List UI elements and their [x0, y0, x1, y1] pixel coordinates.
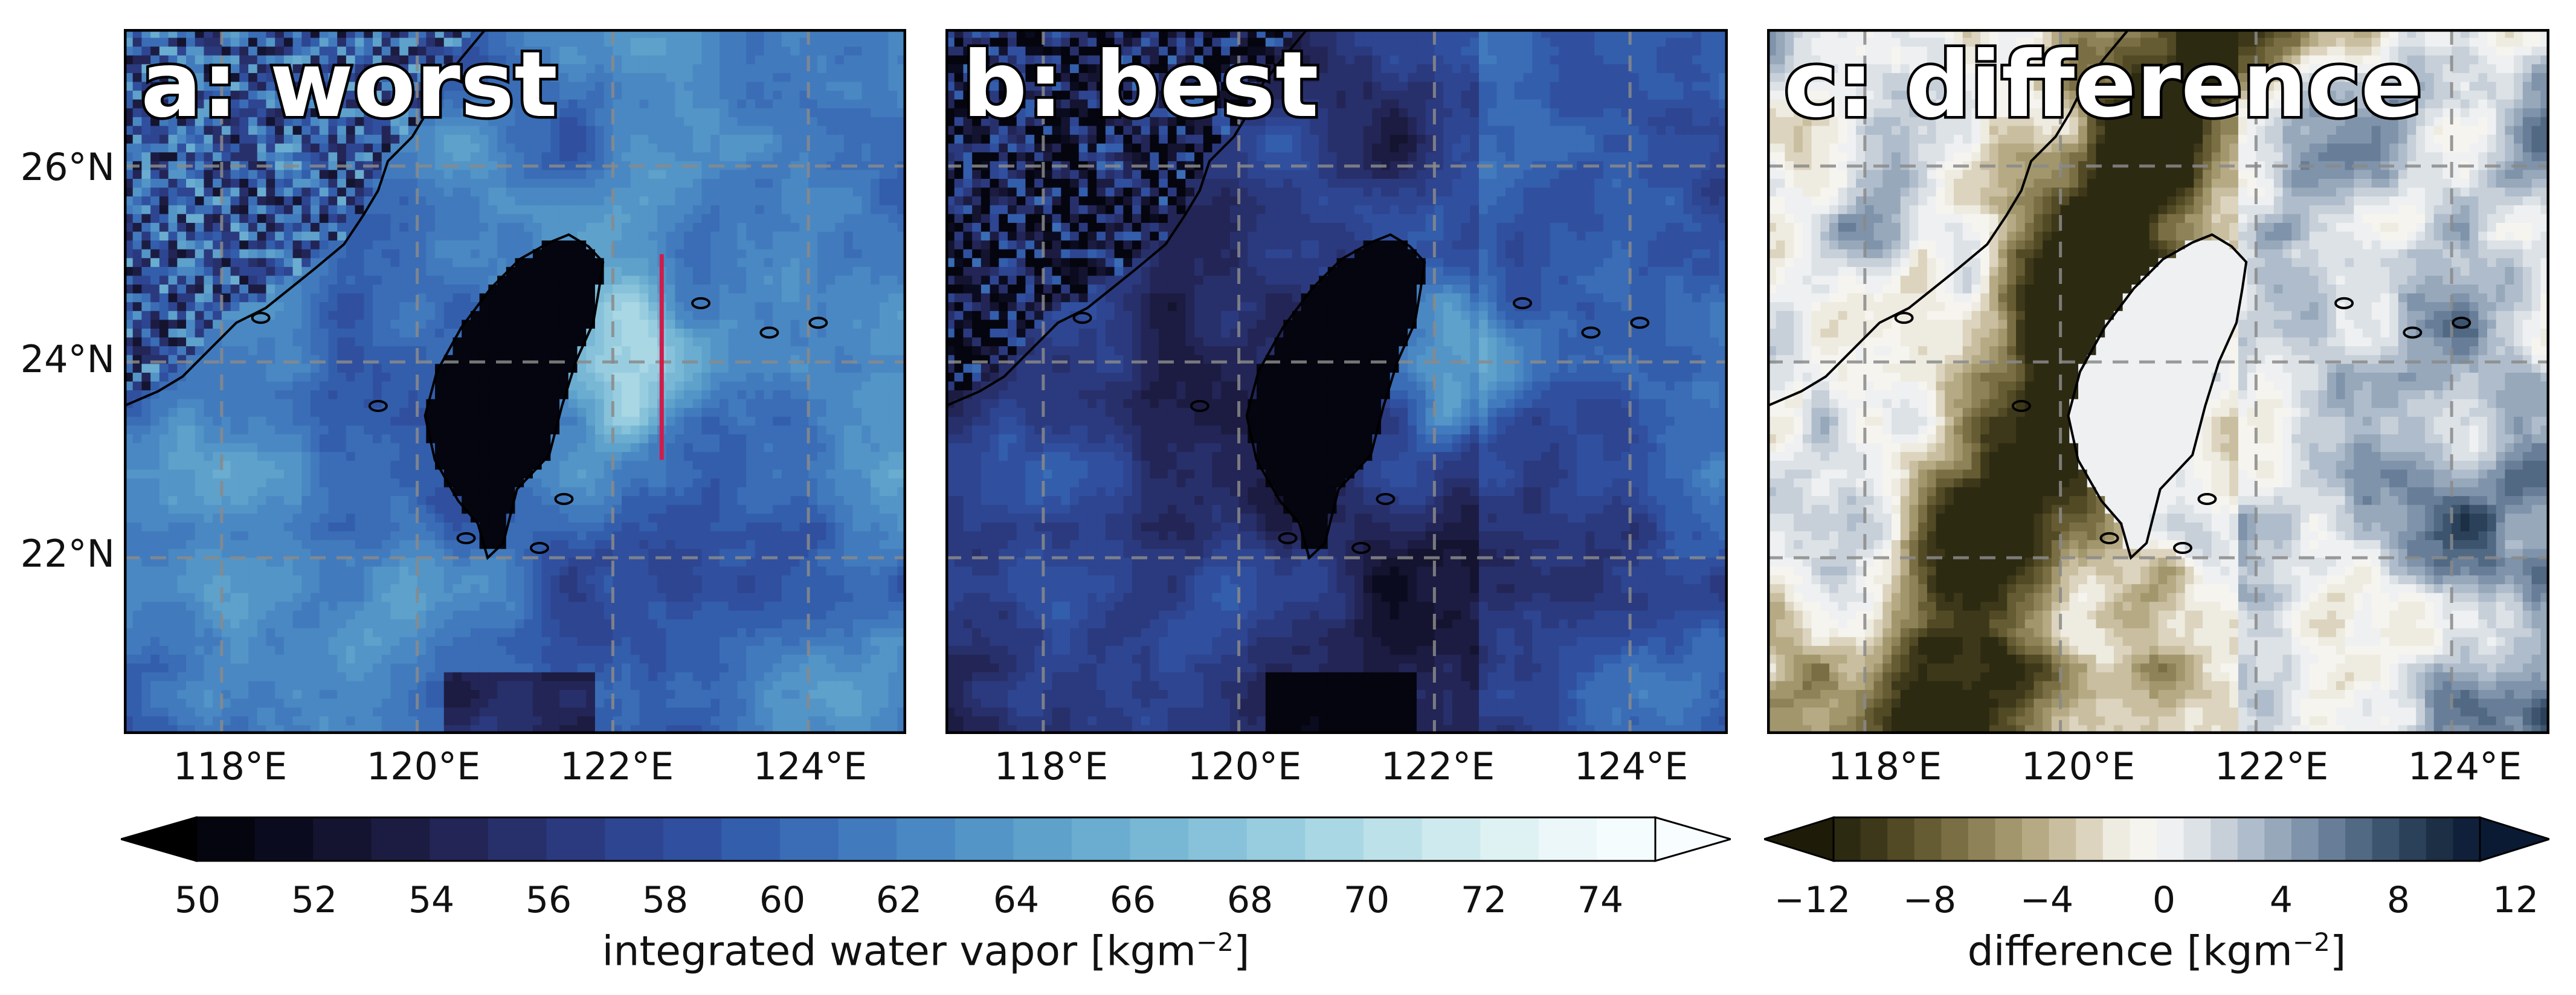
lon-tick-b-120e: 120°E [1154, 744, 1335, 788]
diff-tick: −12 [1752, 879, 1873, 921]
colorbar-difference [1764, 816, 2549, 863]
lon-tick-c-118e: 118°E [1794, 744, 1975, 788]
panel-c-title: c: difference [1781, 37, 2424, 134]
panel-b-title: b: best [960, 37, 1322, 134]
ivw-tick: 52 [254, 879, 375, 921]
diff-tick: 12 [2455, 879, 2576, 921]
panel-b: b: best [945, 29, 1728, 734]
lat-tick-26n: 26°N [0, 145, 115, 189]
ivw-tick: 56 [488, 879, 609, 921]
lat-tick-22n: 22°N [0, 532, 115, 576]
panel-a-title: a: worst [138, 37, 560, 134]
lon-tick-a-124e: 124°E [720, 744, 901, 788]
ivw-tick: 68 [1190, 879, 1310, 921]
ivw-tick: 64 [956, 879, 1077, 921]
lon-tick-b-118e: 118°E [961, 744, 1142, 788]
map-panel-c [1767, 29, 2549, 734]
diff-tick: 4 [2221, 879, 2342, 921]
ivw-tick: 66 [1072, 879, 1193, 921]
diff-tick: 8 [2338, 879, 2459, 921]
colorbar-difference-label: difference [kgm−2] [1764, 927, 2549, 976]
map-panel-a [124, 29, 906, 734]
diff-tick: −4 [1986, 879, 2107, 921]
lon-tick-c-124e: 124°E [2374, 744, 2555, 788]
map-panel-b [945, 29, 1728, 734]
lon-tick-b-122e: 122°E [1347, 744, 1528, 788]
panel-c: c: difference [1767, 29, 2549, 734]
ivw-tick: 54 [371, 879, 492, 921]
ivw-tick: 70 [1306, 879, 1427, 921]
panel-a: a: worst [124, 29, 906, 734]
lon-tick-b-124e: 124°E [1541, 744, 1722, 788]
lat-tick-24n: 24°N [0, 337, 115, 381]
colorbar-ivw-label: integrated water vapor [kgm−2] [121, 927, 1731, 976]
colorbar-ivw [121, 816, 1731, 862]
lon-tick-c-122e: 122°E [2181, 744, 2362, 788]
lon-tick-a-120e: 120°E [333, 744, 514, 788]
ivw-tick: 72 [1423, 879, 1544, 921]
diff-tick: −8 [1869, 879, 1990, 921]
lon-tick-a-118e: 118°E [140, 744, 321, 788]
lon-tick-a-122e: 122°E [526, 744, 707, 788]
ivw-tick: 50 [137, 879, 258, 921]
ivw-tick: 62 [839, 879, 959, 921]
diff-tick: 0 [2104, 879, 2224, 921]
ivw-tick: 74 [1540, 879, 1661, 921]
lon-tick-c-120e: 120°E [1988, 744, 2169, 788]
ivw-tick: 60 [722, 879, 843, 921]
ivw-tick: 58 [605, 879, 726, 921]
